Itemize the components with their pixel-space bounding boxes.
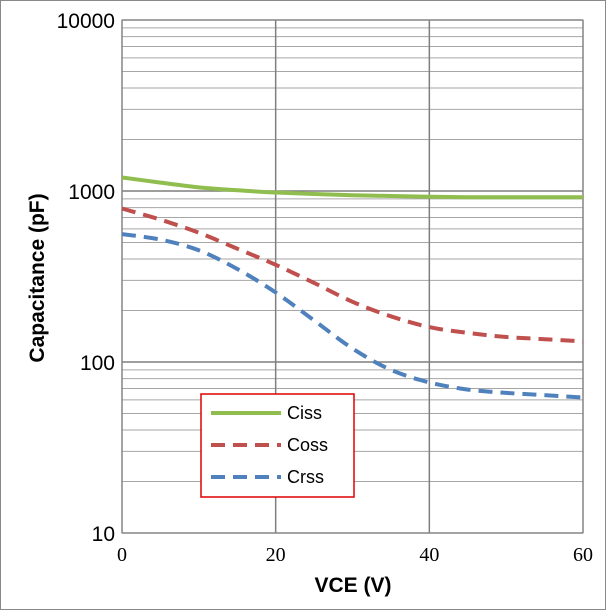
- y-tick-label: 100: [80, 352, 115, 375]
- x-tick-label: 20: [266, 544, 286, 566]
- legend: Ciss Coss Crss: [200, 393, 355, 498]
- x-tick-label: 60: [573, 544, 593, 566]
- x-axis-title: VCE (V): [314, 574, 391, 597]
- legend-label: Crss: [287, 467, 324, 487]
- legend-label: Ciss: [287, 403, 322, 423]
- y-tick-label: 10: [92, 523, 115, 546]
- legend-label: Coss: [287, 435, 328, 455]
- x-tick-labels: 0 20 40 60: [117, 544, 593, 566]
- x-tick-label: 0: [117, 544, 127, 566]
- plot-area: [121, 19, 584, 534]
- y-tick-labels: 10 100 1000 10000: [57, 10, 115, 546]
- y-axis-title: Capacitance (pF): [26, 193, 49, 362]
- x-tick-label: 40: [419, 544, 439, 566]
- y-tick-label: 1000: [68, 181, 115, 204]
- series-line-crss: [121, 232, 584, 400]
- series-line-ciss: [121, 175, 583, 200]
- series-layer: [121, 175, 584, 400]
- series-line-coss: [121, 206, 584, 344]
- y-tick-label: 10000: [57, 10, 115, 33]
